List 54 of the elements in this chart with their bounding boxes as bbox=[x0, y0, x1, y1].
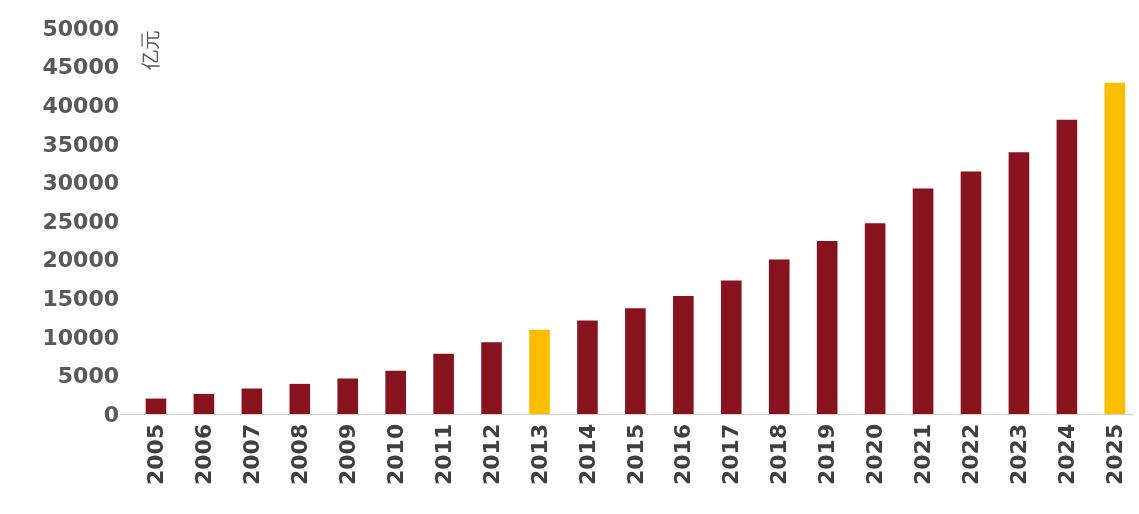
x-tick-label: 2020 bbox=[862, 423, 888, 486]
y-tick-label: 30000 bbox=[42, 170, 119, 196]
bar bbox=[145, 398, 167, 414]
y-tick-label: 10000 bbox=[42, 324, 119, 350]
y-tick-label: 50000 bbox=[42, 15, 119, 41]
bar bbox=[768, 259, 790, 414]
bar bbox=[289, 383, 311, 414]
bar bbox=[433, 353, 454, 414]
bar bbox=[1104, 82, 1126, 414]
bar bbox=[577, 320, 598, 414]
x-tick-label: 2012 bbox=[478, 423, 504, 486]
y-tick-label: 0 bbox=[103, 401, 119, 427]
x-tick-label: 2015 bbox=[622, 423, 648, 486]
x-tick-label: 2024 bbox=[1054, 423, 1080, 486]
y-tick-label: 40000 bbox=[42, 92, 119, 118]
y-tick-label: 5000 bbox=[57, 363, 119, 389]
x-tick-label: 2021 bbox=[910, 423, 936, 486]
x-tick-label: 2022 bbox=[958, 423, 984, 486]
x-tick-label: 2019 bbox=[814, 423, 840, 486]
y-tick-label: 45000 bbox=[42, 54, 119, 80]
x-tick-label: 2025 bbox=[1101, 423, 1127, 486]
bar bbox=[337, 378, 359, 414]
x-tick-label: 2011 bbox=[430, 423, 456, 486]
y-tick-label: 25000 bbox=[42, 208, 119, 234]
bar bbox=[385, 370, 406, 414]
bar bbox=[720, 280, 742, 414]
x-tick-label: 2017 bbox=[718, 423, 744, 486]
x-tick-label: 2023 bbox=[1006, 423, 1032, 486]
x-tick-label: 2014 bbox=[574, 423, 600, 486]
bar bbox=[241, 388, 263, 414]
bar bbox=[481, 342, 502, 414]
x-tick-label: 2005 bbox=[143, 423, 169, 486]
bar bbox=[529, 329, 550, 414]
bar bbox=[625, 308, 646, 414]
bar bbox=[1008, 152, 1030, 414]
bar bbox=[816, 241, 838, 414]
bar bbox=[193, 393, 215, 414]
x-tick-label: 2010 bbox=[382, 423, 408, 486]
y-axis-title: 亿元 bbox=[137, 29, 162, 71]
bar bbox=[912, 188, 934, 414]
x-tick-label: 2016 bbox=[670, 423, 696, 486]
y-tick-label: 35000 bbox=[42, 131, 119, 157]
y-tick-label: 15000 bbox=[42, 285, 119, 311]
bar bbox=[960, 171, 982, 414]
y-tick-label: 20000 bbox=[42, 247, 119, 273]
bar bbox=[673, 295, 694, 414]
x-tick-label: 2006 bbox=[191, 423, 217, 486]
x-tick-label: 2008 bbox=[286, 423, 312, 486]
x-tick-label: 2007 bbox=[238, 423, 264, 486]
x-tick-label: 2009 bbox=[334, 423, 360, 486]
bar bbox=[1056, 119, 1078, 414]
bar bbox=[864, 223, 886, 414]
x-tick-label: 2018 bbox=[766, 423, 792, 486]
x-tick-label: 2013 bbox=[526, 423, 552, 486]
